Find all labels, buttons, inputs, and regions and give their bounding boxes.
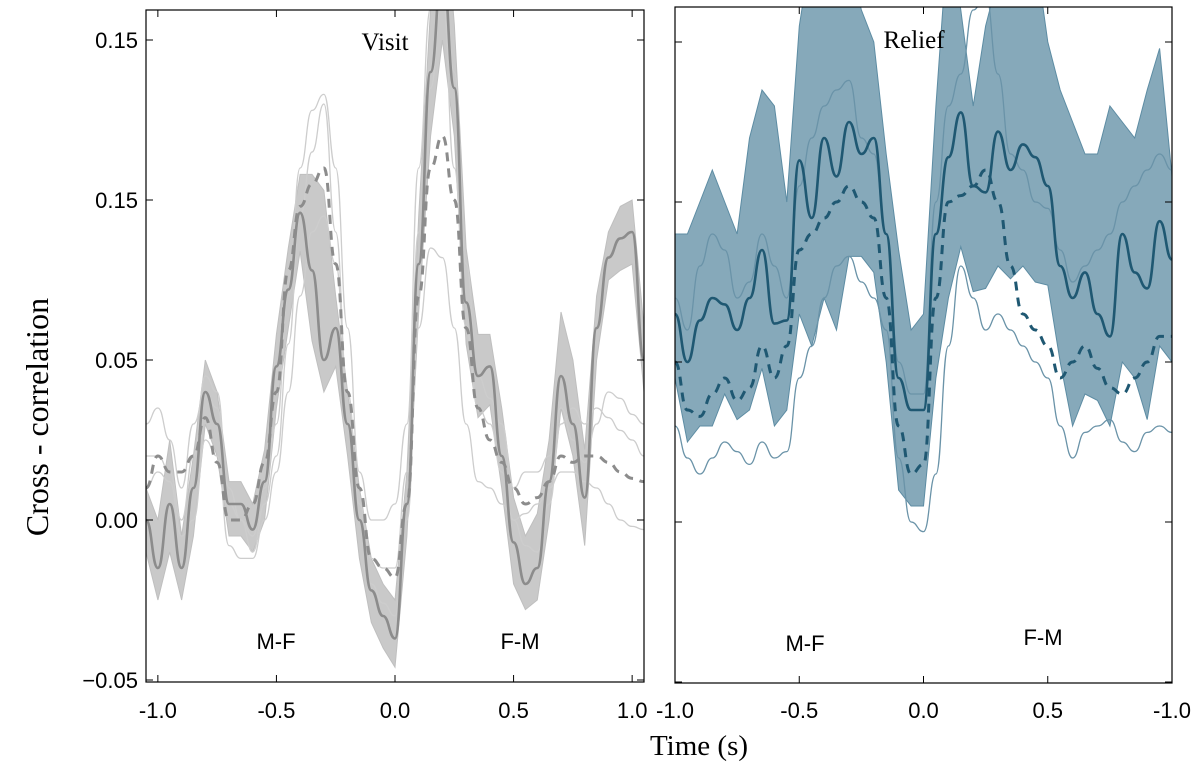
relief-xtick-label-4: -1.0 xyxy=(1153,698,1191,723)
visit-ticks: -1.0 -0.5 0.0 0.5 1.0 −0.05 0.00 0.05 0.15 0.15 xyxy=(82,10,647,723)
visit-thin-line-5 xyxy=(146,215,644,617)
visit-ytick-label-4: 0.15 xyxy=(95,28,138,53)
visit-ytick-label-2: 0.05 xyxy=(95,348,138,373)
x-axis-label: Time (s) xyxy=(650,730,748,762)
relief-xtick-label-0: -1.0 xyxy=(656,698,694,723)
visit-dashed-line xyxy=(146,134,644,580)
relief-annotation-mf: M-F xyxy=(785,631,824,656)
panel-visit: Visit -1.0 -0.5 0.0 0.5 1.0 −0.05 0.00 0.05 0.15… xyxy=(82,9,647,723)
visit-annotation-fm: F-M xyxy=(500,629,539,654)
visit-ytick-label-3: 0.15 xyxy=(95,188,138,213)
y-axis-label: Cross - correlation xyxy=(19,298,55,536)
visit-xtick-label-1: -0.5 xyxy=(257,698,295,723)
relief-annotation-fm: F-M xyxy=(1023,625,1062,650)
visit-annotation-mf: M-F xyxy=(256,629,295,654)
visit-mean-line xyxy=(146,10,644,640)
relief-title: Relief xyxy=(883,27,945,54)
visit-ytick-label-1: 0.00 xyxy=(95,508,138,533)
relief-ticks: -1.0 -0.5 0.0 0.5 -1.0 xyxy=(656,7,1191,723)
visit-ytick-label-0: −0.05 xyxy=(82,668,138,693)
visit-xtick-label-2: 0.0 xyxy=(380,698,411,723)
relief-thin-line-4 xyxy=(675,7,1172,395)
visit-plot-area xyxy=(146,10,644,669)
relief-xtick-label-1: -0.5 xyxy=(780,698,818,723)
visit-thin-line-4 xyxy=(146,10,644,537)
relief-plot-area xyxy=(675,7,1172,533)
relief-thin-line-3 xyxy=(675,255,1172,533)
relief-confidence-band xyxy=(675,7,1172,507)
panel-relief: Relief -1.0 -0.5 0.0 0.5 -1.0 M-F F-M xyxy=(656,6,1191,723)
relief-xtick-label-2: 0.0 xyxy=(908,698,939,723)
visit-thin-line-3 xyxy=(146,10,644,569)
relief-dashed-line xyxy=(675,168,1172,476)
visit-xtick-label-0: -1.0 xyxy=(139,698,177,723)
visit-title: Visit xyxy=(361,29,408,56)
visit-xtick-label-4: 1.0 xyxy=(617,698,648,723)
relief-mean-line xyxy=(675,111,1172,412)
visit-xtick-label-3: 0.5 xyxy=(498,698,529,723)
relief-xtick-label-3: 0.5 xyxy=(1032,698,1063,723)
